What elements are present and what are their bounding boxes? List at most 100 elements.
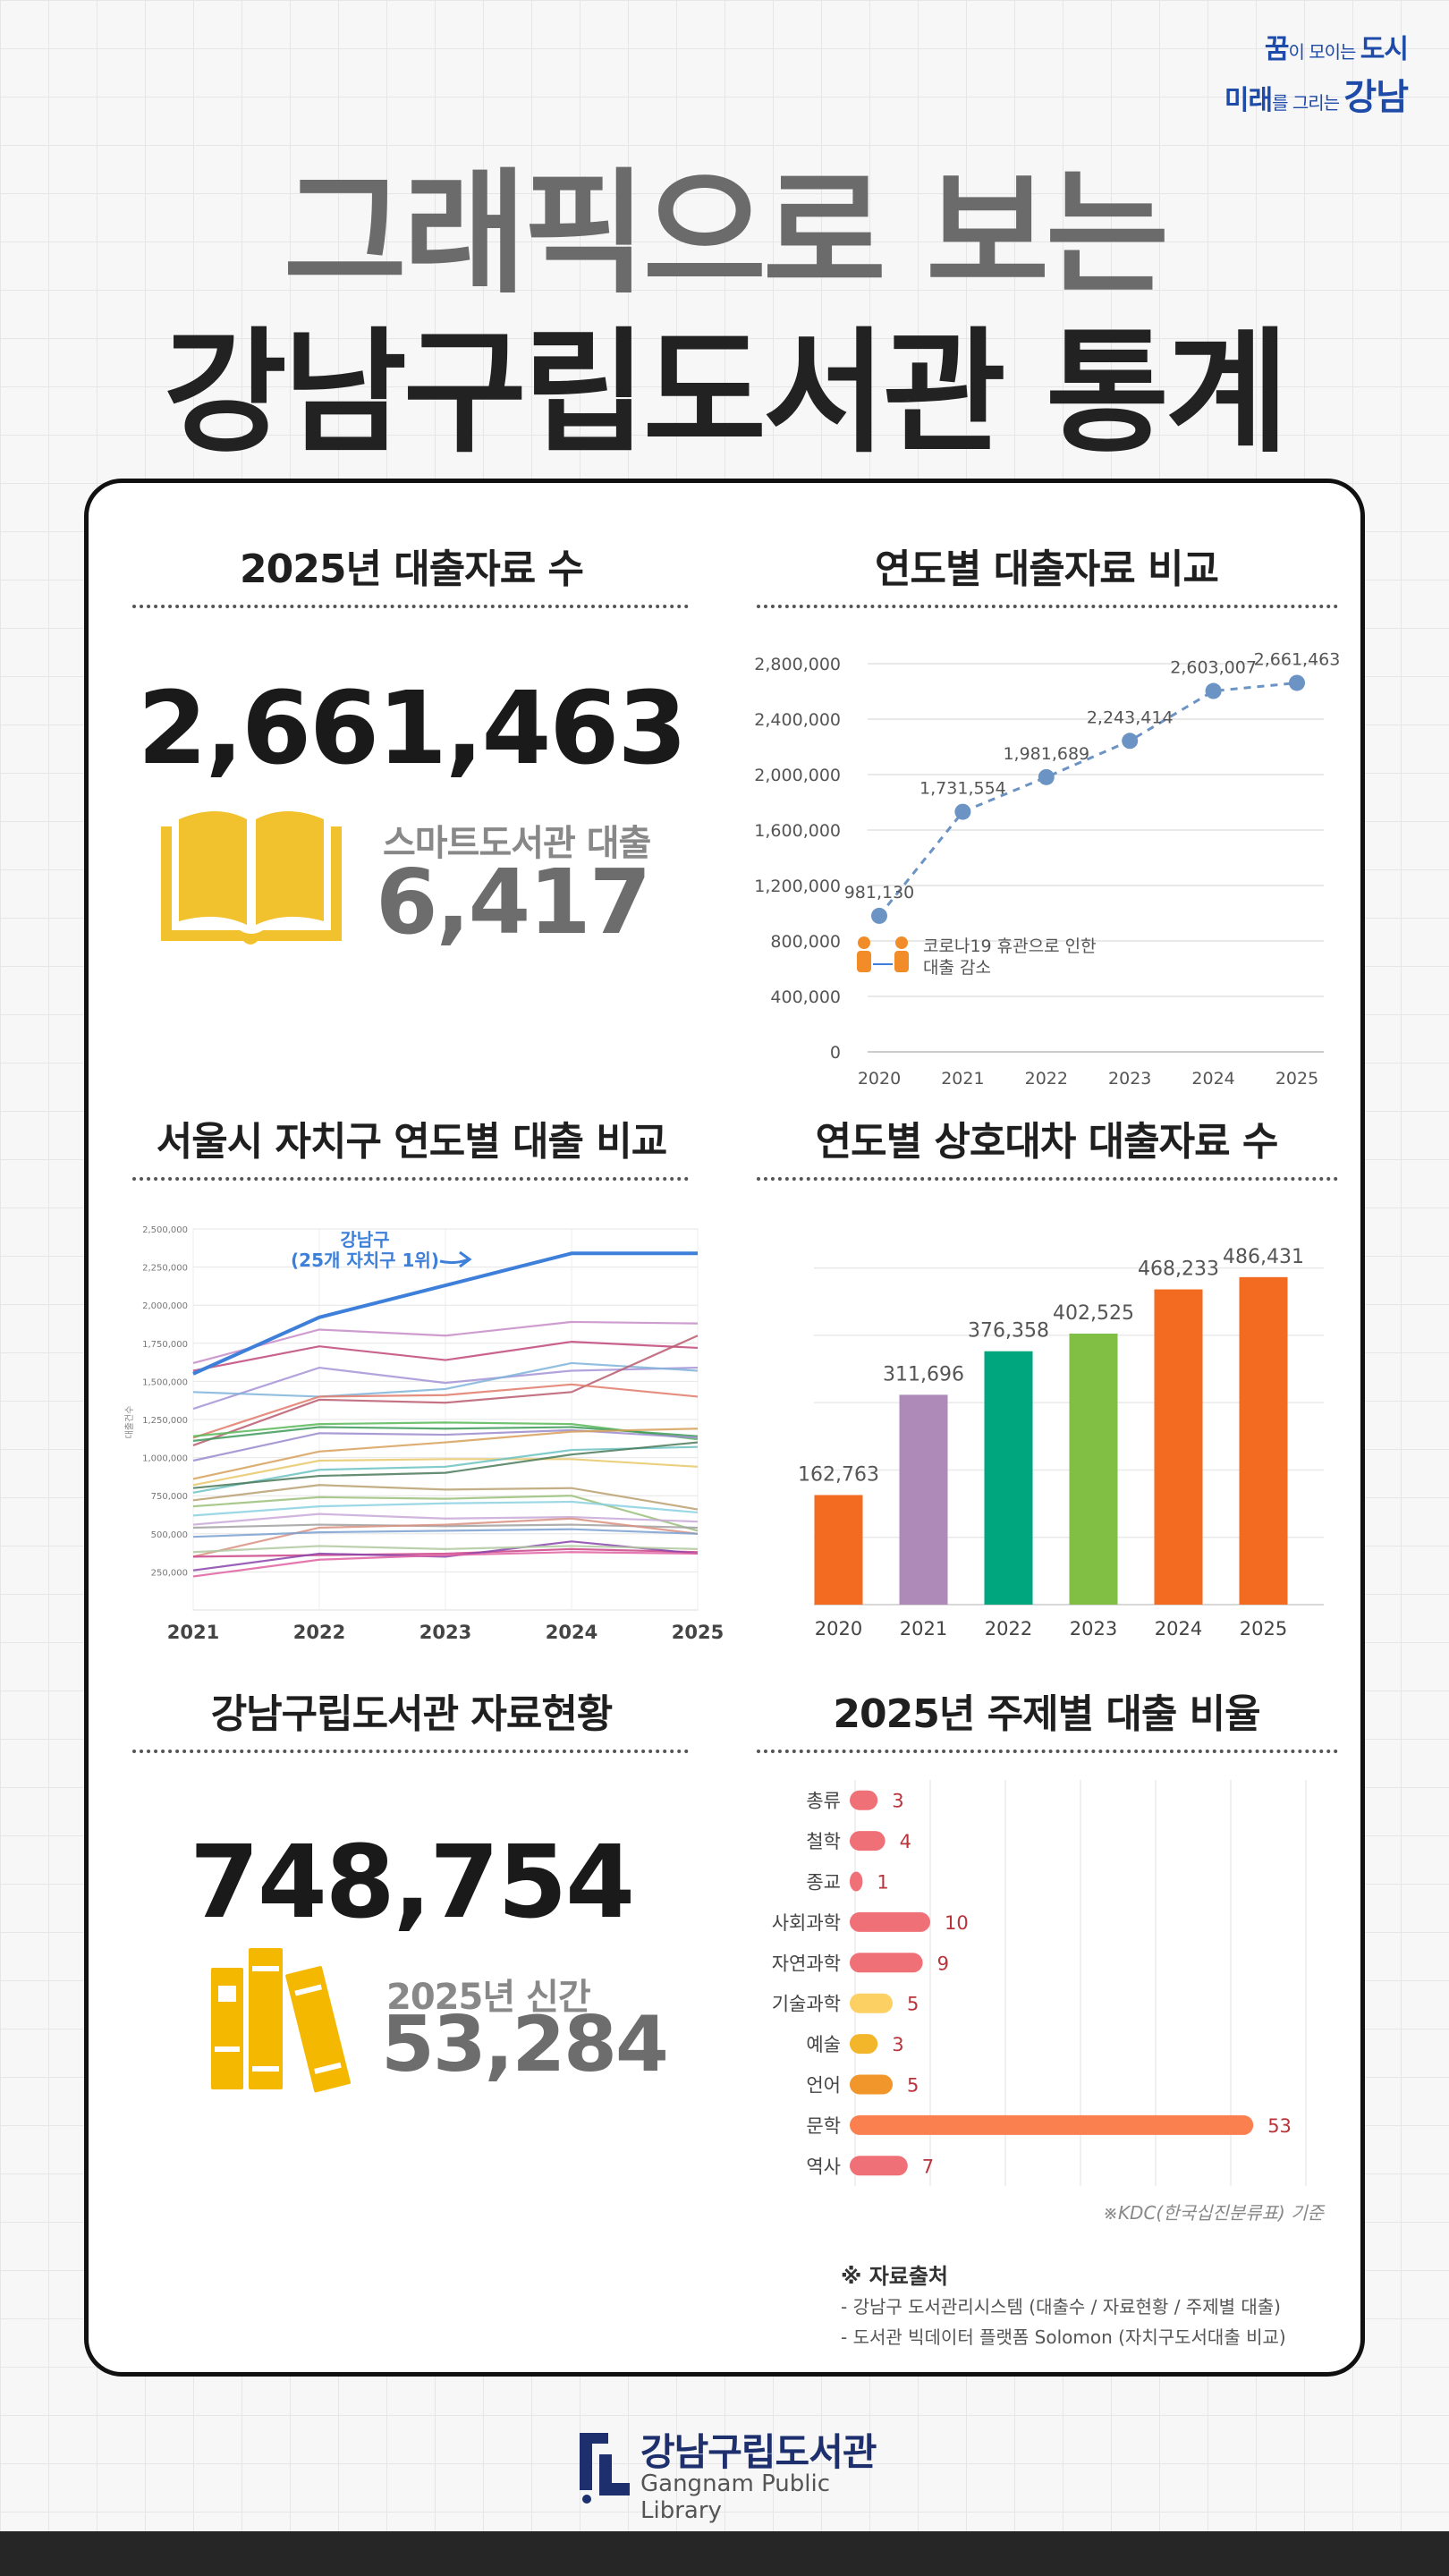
sec1-divider [132,605,689,608]
x-tick-label: 2020 [858,1069,901,1089]
sec2-title: 연도별 대출자료 비교 [875,547,1219,592]
logo-gather: 이 모이는 [1288,41,1360,63]
data-label: 2,661,463 [1254,649,1341,669]
data-label: 9 [937,1953,949,1974]
data-point [1122,733,1139,750]
district-series-line [192,1528,699,1538]
data-label: 981,130 [844,883,915,902]
data-point [1289,674,1305,691]
annotation-line1: 코로나19 휴관으로 인한 [923,936,1097,956]
y-tick-label: 500,000 [151,1530,188,1540]
sec5-divider [132,1750,689,1753]
district-series-line [192,1500,699,1517]
library-logo: 강남구립도서관 Gangnam Public Library [572,2422,877,2524]
smart-library-number: 6,417 [376,850,651,954]
data-label: 7 [922,2156,934,2177]
library-name: 강남구립도서관 [640,2430,877,2474]
open-book-icon [161,811,342,945]
district-series-line [192,1421,699,1441]
sec1-title: 2025년 대출자료 수 [240,547,584,592]
data-point [871,907,887,924]
bar [850,1953,923,1973]
x-tick-label: 2025 [1275,1069,1318,1089]
sec6-divider [757,1750,1338,1753]
books-icon [211,1948,351,2093]
logo-city: 도시 [1360,34,1409,65]
category-label: 총류 [806,1791,841,1812]
new-books-label: 2025년 신간 [386,1977,591,2018]
x-tick-label: 2021 [167,1622,219,1643]
category-label: 자연과학 [772,1953,841,1974]
person-head [858,936,870,949]
data-label: 1,731,554 [919,779,1006,799]
sec2-divider [757,605,1338,608]
x-tick-label: 2021 [900,1618,947,1640]
y-tick-label: 2,400,000 [754,710,841,730]
y-tick-label: 250,000 [151,1568,188,1578]
collection-total-number: 748,754 [189,1825,635,1941]
x-tick-label: 2020 [815,1618,862,1640]
series-line [877,681,1298,917]
category-label: 기술과학 [772,1994,841,2015]
y-tick-label: 1,500,000 [142,1377,188,1387]
logo-future: 미래 [1224,85,1273,116]
y-tick-label: 1,000,000 [142,1454,188,1464]
category-label: 종교 [806,1872,841,1894]
bar [850,1911,930,1932]
x-tick-label: 2024 [1155,1618,1202,1640]
sec3-title: 서울시 자치구 연도별 대출 비교 [156,1119,668,1165]
bar [850,1790,878,1810]
yearly-loans-line-chart: 0 400,000 800,000 1,200,000 1,600,000 2,000,0… [754,649,1341,1089]
bar [850,2114,1254,2135]
x-tick-label: 2023 [419,1622,471,1643]
y-tick-label: 800,000 [770,932,841,952]
district-series-line [192,1320,699,1365]
gangnam-rank-label: (25개 자치구 1위) [291,1250,439,1271]
x-tick-label: 2025 [672,1622,724,1643]
people-distance-icon [857,936,909,972]
data-label: 468,233 [1138,1258,1219,1281]
data-label: 3 [892,2034,903,2055]
y-tick-label: 400,000 [770,987,841,1007]
data-label: 376,358 [968,1320,1049,1343]
district-series-line [192,1340,699,1372]
x-tick-label: 2025 [1240,1618,1287,1640]
kdc-note: ※KDC(한국십진분류표) 기준 [1103,2202,1324,2224]
district-series-line [192,1335,699,1447]
category-label: 철학 [806,1831,841,1852]
y-tick-label: 2,000,000 [142,1301,188,1311]
y-axis-label: 대출건수 [124,1406,135,1439]
x-tick-label: 2022 [1025,1069,1068,1089]
category-label: 사회과학 [772,1912,841,1934]
data-point [1205,682,1222,699]
data-label: 3 [892,1791,903,1812]
sec4-divider [757,1177,1338,1181]
data-label: 5 [907,1994,919,2015]
district-series-line [192,1517,699,1558]
district-series-line [192,1361,699,1398]
district-series-line [192,1458,699,1487]
sec3-divider [132,1177,689,1181]
bar [814,1495,863,1605]
data-label: 162,763 [798,1463,879,1486]
bar [984,1351,1033,1605]
x-tick-label: 2024 [1191,1069,1234,1089]
y-tick-label: 1,600,000 [754,821,841,841]
person-head [895,936,908,949]
category-label: 문학 [806,2115,841,2137]
person-body [857,951,871,972]
district-series-line [192,1551,699,1578]
gangnam-label: 강남구 [340,1229,389,1250]
y-tick-label: 1,250,000 [142,1416,188,1426]
category-label: 역사 [806,2156,841,2177]
district-series-line [192,1428,699,1462]
data-label: 402,525 [1053,1302,1134,1325]
bar [850,1993,893,2013]
smart-library-label: 스마트도서관 대출 [383,823,651,864]
gangnam-series-line [192,1251,698,1376]
data-point [1038,768,1055,785]
logo-draw: 를 그리는 [1272,92,1344,114]
source-line1: - 강남구 도서관리시스템 (대출수 / 자료현황 / 주제별 대출) [841,2296,1281,2318]
y-tick-label: 1,200,000 [754,877,841,896]
interlibrary-loan-bar-chart: 162,763 2020 311,696 2021 376,358 2022 402,525… [798,1246,1324,1640]
